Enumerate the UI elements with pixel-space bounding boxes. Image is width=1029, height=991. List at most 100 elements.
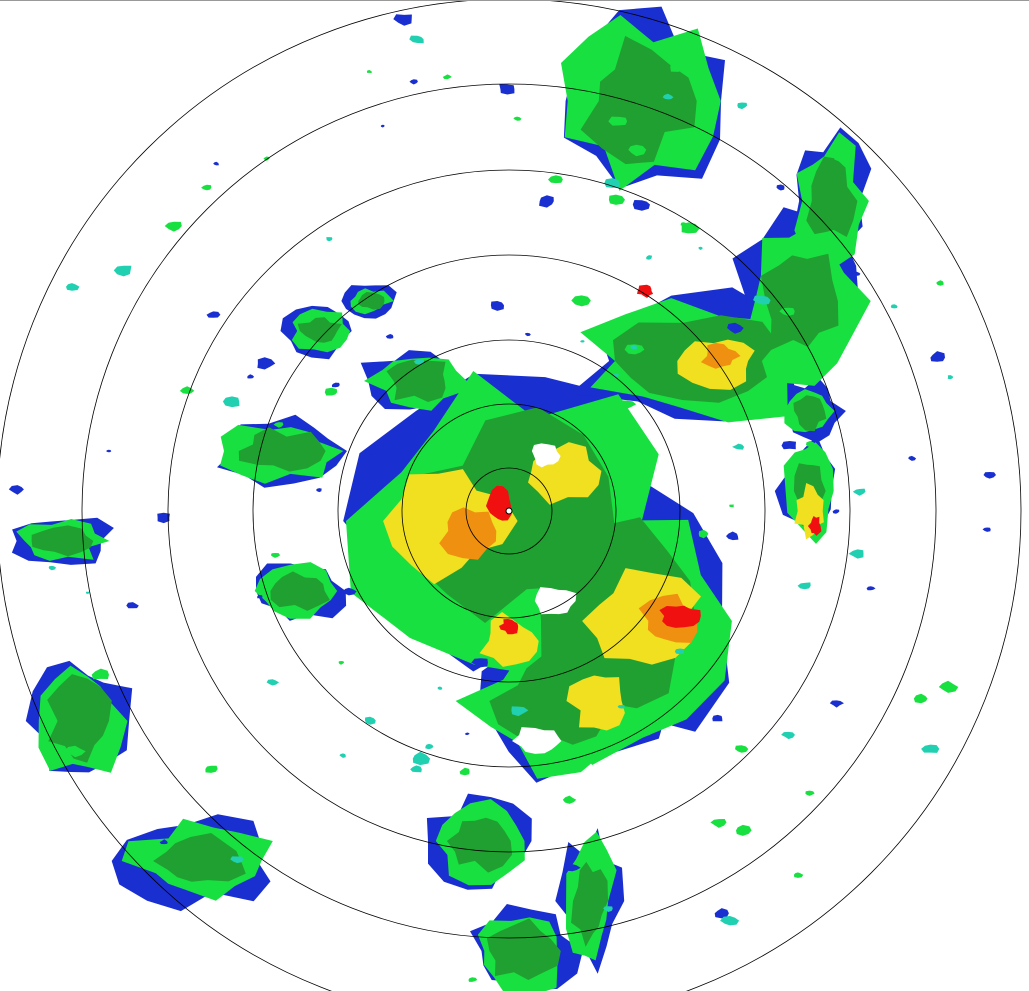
scattered-echo (913, 693, 928, 704)
range-ring-2 (401, 403, 617, 619)
scattered-echo (179, 386, 195, 394)
scattered-echo (853, 271, 861, 276)
scattered-echo (230, 856, 244, 864)
scattered-echo (714, 908, 729, 919)
scattered-echo (806, 440, 816, 448)
scattered-echo (205, 765, 218, 773)
scattered-echo (628, 144, 647, 157)
scattered-echo (324, 387, 338, 396)
scattered-echo (938, 680, 959, 693)
scattered-echo (222, 396, 240, 408)
scattered-echo (499, 84, 515, 95)
extreme-echo (659, 605, 701, 628)
moderate-echo-core (446, 817, 513, 873)
scattered-echo (270, 553, 281, 558)
scattered-echo (338, 661, 345, 665)
scattered-echo (614, 373, 619, 378)
scattered-echo (736, 824, 752, 836)
moderate-echo-core (580, 35, 697, 165)
scattered-echo (646, 255, 652, 260)
scattered-echo (712, 714, 723, 722)
scattered-echo (562, 795, 577, 804)
clear-area (531, 443, 561, 468)
moderate-echo-core (31, 525, 94, 557)
scattered-echo (380, 124, 385, 128)
clear-area (512, 727, 562, 754)
scattered-echo (412, 751, 431, 766)
moderate-echo-core (486, 918, 561, 980)
extreme-echo (807, 516, 822, 536)
scattered-echo (866, 586, 876, 591)
scattered-echo (257, 595, 263, 599)
heavy-echo (566, 675, 625, 731)
scattered-echo (793, 872, 804, 878)
scattered-echo (159, 839, 168, 845)
scattered-echo (737, 102, 748, 110)
scattered-echo (753, 295, 771, 305)
scattered-echo (936, 280, 944, 286)
scattered-echo (393, 14, 412, 26)
scattered-echo (409, 79, 418, 85)
scattered-echo (729, 504, 734, 508)
scattered-echo (832, 509, 840, 514)
scattered-echo (464, 732, 470, 736)
scattered-echo (471, 658, 488, 668)
scattered-echo (947, 375, 954, 380)
precipitation-echoes (8, 6, 996, 991)
moderate-echo-core (238, 427, 326, 472)
scattered-echo (413, 359, 425, 365)
scattered-echo (64, 745, 86, 758)
scattered-echo (921, 744, 940, 753)
scattered-echo (8, 485, 24, 495)
scattered-echo (698, 246, 703, 250)
moderate-echo-core (297, 317, 342, 343)
scattered-echo (339, 753, 346, 758)
scattered-echo (629, 344, 638, 350)
scattered-echo (437, 686, 443, 690)
scattered-echo (620, 400, 637, 409)
range-ring-6 (81, 83, 937, 939)
scattered-echo (425, 743, 434, 750)
scattered-echo (848, 549, 864, 559)
scattered-echo (263, 156, 270, 161)
scattered-echo (732, 443, 745, 450)
scattered-echo (779, 307, 795, 316)
scattered-echo (603, 906, 613, 912)
moderate-echo-core (358, 292, 385, 310)
scattered-echo (727, 322, 744, 334)
scattered-echo (805, 790, 815, 796)
scattered-echo (442, 74, 452, 80)
scattered-echo (511, 706, 529, 717)
scattered-echo (604, 178, 621, 188)
scattered-echo (86, 591, 90, 594)
scattered-echo (776, 184, 785, 191)
scattered-echo (490, 301, 504, 311)
scattered-echo (608, 116, 628, 126)
moderate-echo-core (760, 253, 839, 351)
intense-echo (700, 342, 741, 369)
scattered-echo (366, 70, 372, 73)
scattered-echo (726, 531, 739, 541)
extreme-echo (637, 284, 654, 298)
heavy-echo (479, 612, 539, 667)
scattered-echo (48, 565, 57, 571)
scattered-echo (548, 175, 563, 184)
radar-site-marker (505, 507, 513, 515)
scattered-echo (273, 422, 284, 428)
scattered-echo (66, 283, 80, 291)
scattered-echo (164, 221, 182, 232)
scattered-echo (617, 705, 625, 709)
scattered-echo (525, 332, 531, 337)
intense-echo (439, 507, 497, 560)
scattered-echo (982, 527, 991, 532)
scattered-echo (580, 340, 585, 343)
scattered-echo (571, 295, 591, 307)
scattered-echo (781, 441, 796, 450)
scattered-echo (106, 449, 112, 453)
scattered-echo (257, 357, 276, 370)
scattered-echo (316, 488, 322, 493)
clear-area (534, 587, 577, 615)
scattered-echo (326, 237, 333, 242)
